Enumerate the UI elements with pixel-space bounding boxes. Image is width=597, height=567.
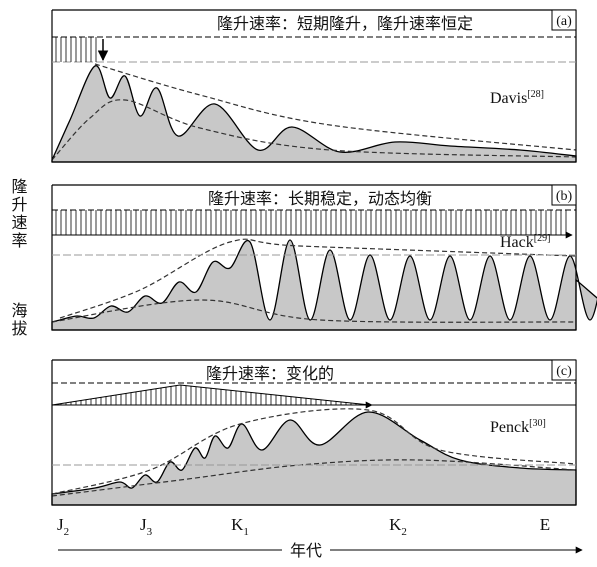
panel-label: (c): [556, 364, 572, 379]
envelope: [51, 408, 577, 495]
model: Davis: [490, 90, 527, 107]
rate-curve: [51, 384, 371, 406]
model-name: Hack[29]: [500, 233, 550, 251]
x-ticks: J2 J3 K1 K2 E: [57, 515, 550, 538]
x-tick-label: J2: [57, 515, 69, 538]
model: Hack: [500, 234, 534, 251]
label-box: [551, 9, 577, 31]
panel: (a) 隆升速率：短期隆升，隆升速率恒定 Davis[28]: [51, 9, 577, 163]
x-tick-label: J3: [140, 515, 153, 538]
tick-base: K: [389, 515, 402, 534]
terrain: [51, 411, 577, 506]
label-box: [551, 184, 577, 206]
reference: [29]: [534, 233, 551, 244]
model-name: Penck[30]: [490, 418, 546, 436]
x-tick-label: K2: [389, 515, 407, 538]
panel-label: (a): [556, 14, 572, 29]
envelope: [51, 299, 577, 323]
tick-base: K: [231, 515, 244, 534]
y-label-rate: 隆升速率: [9, 178, 28, 250]
panel: (c) 隆升速率：变化的 Penck[30]: [51, 359, 577, 506]
y-label-elev: 海拔: [9, 302, 28, 338]
x-tick-label: K1: [231, 515, 249, 538]
panel-title: 隆升速率：变化的: [206, 364, 334, 383]
panels: (a) 隆升速率：短期隆升，隆升速率恒定 Davis[28] (b) 隆升速率：长期稳定…: [51, 9, 597, 506]
reference: [28]: [527, 89, 544, 100]
panel: (b) 隆升速率：长期稳定，动态均衡 Hack[29]: [51, 184, 597, 331]
panel-title: 隆升速率：短期隆升，隆升速率恒定: [217, 14, 473, 33]
terrain: [51, 239, 597, 331]
x-tick-label: E: [540, 515, 550, 534]
x-axis-title: 年代: [290, 541, 322, 560]
envelope: [94, 63, 577, 151]
tick-sub: 3: [147, 526, 153, 538]
envelope: [51, 99, 577, 161]
tick-base: J: [140, 515, 147, 534]
tick-sub: 2: [64, 526, 70, 538]
envelope: [59, 238, 577, 319]
panel-title: 隆升速率：长期稳定，动态均衡: [208, 189, 432, 208]
tick-sub: 1: [243, 526, 249, 538]
model-name: Davis[28]: [490, 89, 544, 107]
reference: [30]: [529, 418, 546, 429]
tick-base: J: [57, 515, 64, 534]
terrain: [51, 65, 577, 163]
tick-base: E: [540, 515, 550, 534]
panel-label: (b): [556, 189, 573, 204]
tick-sub: 2: [401, 526, 407, 538]
model: Penck: [490, 419, 529, 436]
label-box: [551, 359, 577, 381]
